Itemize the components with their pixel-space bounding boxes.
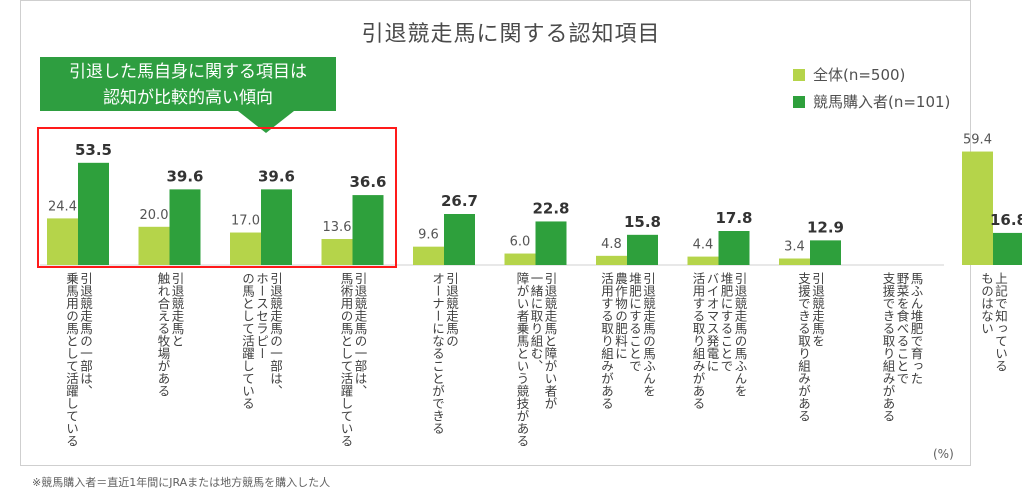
category-label-9-line-0: 馬ふん堆肥で育った: [908, 272, 924, 385]
bar-total-10: [962, 151, 993, 265]
bar-total-6: [596, 255, 627, 265]
bar-buyers-4: [444, 214, 475, 265]
legend-label-buyers: 競馬購入者(n=101): [813, 93, 951, 111]
category-label-8: 引退競走馬を 支援できる取り組みがある: [769, 272, 851, 460]
bar-buyers-3: [352, 195, 384, 265]
value-label-buyers-4: 26.7: [441, 192, 478, 210]
chart-title: 引退競走馬に関する認知項目: [361, 22, 661, 47]
value-label-buyers-10: 16.8: [990, 211, 1022, 229]
value-label-total-3: 13.6: [323, 220, 352, 235]
category-label-9-line-1: 野菜を食べることで: [894, 272, 910, 385]
bar-total-1: [138, 226, 170, 265]
value-label-total-1: 20.0: [140, 208, 169, 223]
bar-buyers-8: [810, 240, 841, 265]
category-label-3: 引退競走馬の一部は、 馬術用の馬として活躍している: [312, 272, 394, 460]
category-label-4-line-0: 引退競走馬の: [444, 272, 459, 347]
value-label-buyers-0: 53.5: [75, 141, 112, 159]
value-label-buyers-5: 22.8: [532, 199, 569, 217]
category-label-6-line-3: 活用する取り組みがある: [599, 272, 614, 410]
category-label-0-line-0: 引退競走馬の一部は、: [78, 272, 93, 397]
category-label-3-line-0: 引退競走馬の一部は、: [352, 272, 368, 397]
legend-swatch-total: [793, 68, 805, 81]
category-label-4: 引退競走馬の オーナーになることができる: [403, 272, 485, 460]
category-label-6-line-0: 引退競走馬の馬ふんを: [641, 272, 656, 397]
value-label-buyers-1: 39.6: [166, 167, 203, 185]
category-label-2-line-1: ホースセラピー: [254, 272, 269, 360]
category-label-9-line-2: 支援できる取り組みがある: [880, 272, 896, 422]
category-label-2-line-2: の馬として活躍している: [240, 272, 255, 410]
bar-buyers-1: [169, 189, 201, 265]
callout-line-2: 認知が比較的高い傾向: [103, 88, 273, 108]
bar-buyers-6: [627, 234, 658, 265]
unit-label: (%): [933, 447, 954, 461]
category-label-8-line-0: 引退競走馬を: [810, 272, 825, 347]
value-label-total-10: 59.4: [963, 133, 992, 148]
category-label-1-line-1: 触れ合える牧場がある: [155, 272, 171, 397]
bar-total-5: [504, 253, 536, 265]
highlight-box: [37, 127, 397, 268]
category-label-8-line-1: 支援できる取り組みがある: [796, 272, 811, 422]
category-label-2-line-0: 引退競走馬の一部は、: [268, 272, 283, 397]
value-label-total-5: 6.0: [510, 235, 531, 250]
bar-buyers-5: [535, 221, 567, 265]
category-label-2: 引退競走馬の一部は、 ホースセラピー の馬として活躍している: [220, 272, 302, 460]
category-label-1: 引退競走馬と 触れ合える牧場がある: [129, 272, 211, 460]
value-label-total-2: 17.0: [231, 214, 260, 229]
category-label-7-line-3: 活用する取り組みがある: [690, 272, 706, 410]
legend-item-total: 全体(n=500): [793, 64, 905, 85]
value-label-total-7: 4.4: [693, 238, 714, 253]
value-label-buyers-6: 15.8: [624, 213, 661, 231]
category-label-7-line-2: バイオマス発電に: [704, 272, 720, 372]
category-label-6-line-1: 堆肥にすることで: [627, 272, 642, 372]
bar-buyers-10: [993, 232, 1022, 265]
category-label-6-line-2: 農作物の肥料に: [613, 272, 628, 360]
bar-buyers-2: [261, 189, 292, 265]
category-label-3-line-1: 馬術用の馬として活躍している: [338, 272, 354, 447]
bar-total-8: [779, 258, 810, 265]
category-label-1-line-0: 引退競走馬と: [169, 272, 185, 347]
category-label-10-line-1: ものはない: [979, 272, 994, 335]
value-label-total-4: 9.6: [418, 228, 439, 243]
value-label-buyers-8: 12.9: [807, 218, 844, 236]
value-label-total-0: 24.4: [48, 199, 77, 214]
bar-total-2: [230, 232, 261, 265]
footnote: ※競馬購入者＝直近1年間にJRAまたは地方競馬を購入した人: [32, 476, 331, 489]
category-label-5: 引退競走馬と障がい者が 一緒に取り組む、 障がい者乗馬という競技がある: [495, 272, 577, 460]
category-label-0-line-1: 乗馬用の馬として活躍している: [64, 272, 79, 447]
category-label-6: 引退競走馬の馬ふんを 堆肥にすることで 農作物の肥料に 活用する取り組みがある: [586, 272, 668, 460]
legend-swatch-buyers: [793, 95, 805, 108]
category-label-7-line-0: 引退競走馬の馬ふんを: [732, 272, 748, 397]
category-label-4-line-1: オーナーになることができる: [430, 272, 445, 435]
category-label-9: 馬ふん堆肥で育った 野菜を食べることで 支援できる取り組みがある: [861, 272, 943, 460]
legend-item-buyers: 競馬購入者(n=101): [793, 91, 950, 112]
category-label-0: 引退競走馬の一部は、 乗馬用の馬として活躍している: [37, 272, 119, 460]
bar-total-7: [687, 256, 719, 265]
bar-buyers-0: [78, 162, 109, 265]
category-label-5-line-2: 障がい者乗馬という競技がある: [514, 272, 530, 447]
category-label-10: 上記で知っている ものはない: [952, 272, 1022, 460]
category-label-5-line-0: 引退競走馬と障がい者が: [542, 272, 558, 410]
legend-label-total: 全体(n=500): [813, 66, 906, 84]
bar-total-3: [321, 239, 353, 265]
callout-box: 引退した馬自身に関する項目は 認知が比較的高い傾向: [40, 57, 336, 111]
category-label-7-line-1: 堆肥にすることで: [718, 272, 734, 372]
value-label-total-6: 4.8: [601, 237, 622, 252]
value-label-buyers-7: 17.8: [715, 209, 752, 227]
category-label-10-line-0: 上記で知っている: [993, 272, 1008, 372]
bar-total-0: [47, 218, 78, 265]
bar-buyers-7: [718, 231, 750, 265]
value-label-buyers-2: 39.6: [258, 167, 295, 185]
category-label-7: 引退競走馬の馬ふんを 堆肥にすることで バイオマス発電に 活用する取り組みがある: [678, 272, 760, 460]
value-label-buyers-3: 36.6: [349, 173, 386, 191]
bar-total-4: [413, 246, 444, 265]
category-label-5-line-1: 一緒に取り組む、: [528, 272, 544, 372]
callout-line-1: 引退した馬自身に関する項目は: [69, 62, 307, 82]
value-label-total-8: 3.4: [784, 240, 805, 255]
